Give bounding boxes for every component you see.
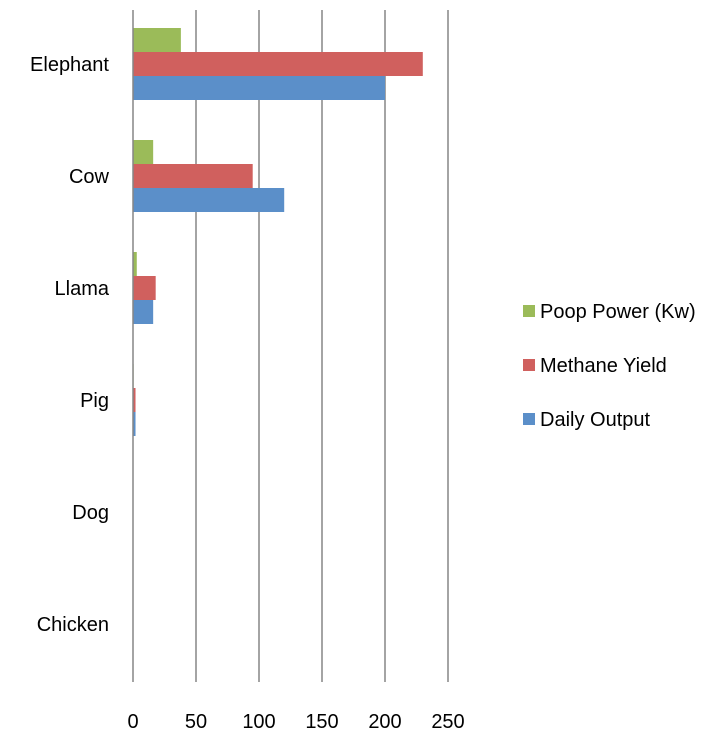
category-label-cow: Cow	[69, 166, 110, 188]
bar-daily-output-pig	[133, 412, 136, 436]
bar-methane-yield-llama	[133, 276, 156, 300]
x-tick-label: 0	[127, 711, 138, 732]
legend-swatch	[523, 305, 535, 317]
x-tick-label: 150	[305, 711, 338, 732]
x-tick-label: 200	[368, 711, 401, 732]
bar-poop-power-kw-elephant	[133, 28, 181, 52]
gridlines	[195, 10, 449, 682]
bar-poop-power-kw-cow	[133, 140, 154, 164]
x-tick-label: 250	[431, 711, 464, 732]
category-label-elephant: Elephant	[30, 54, 109, 76]
bar-poop-power-kw-llama	[133, 252, 137, 276]
bar-methane-yield-elephant	[133, 52, 423, 76]
legend-swatch	[523, 413, 535, 425]
bar-daily-output-elephant	[133, 76, 385, 100]
bars	[133, 28, 423, 660]
category-labels: Elephant Cow Llama Pig Dog Chicken	[30, 54, 110, 636]
x-tick-label: 100	[242, 711, 275, 732]
bar-daily-output-cow	[133, 188, 285, 212]
category-label-pig: Pig	[80, 390, 109, 412]
category-label-chicken: Chicken	[37, 614, 109, 636]
legend-label: Methane Yield	[540, 355, 667, 377]
category-label-dog: Dog	[72, 502, 109, 524]
x-tick-labels: 0 50 100 150 200 250	[127, 711, 464, 732]
legend-swatch	[523, 359, 535, 371]
bar-methane-yield-cow	[133, 164, 253, 188]
bar-methane-yield-pig	[133, 388, 136, 412]
legend: Poop Power (Kw) Methane Yield Daily Output	[523, 301, 696, 431]
bar-daily-output-llama	[133, 300, 154, 324]
x-tick-label: 50	[185, 711, 207, 732]
category-label-llama: Llama	[55, 278, 110, 300]
legend-label: Poop Power (Kw)	[540, 301, 696, 323]
legend-label: Daily Output	[540, 409, 650, 431]
